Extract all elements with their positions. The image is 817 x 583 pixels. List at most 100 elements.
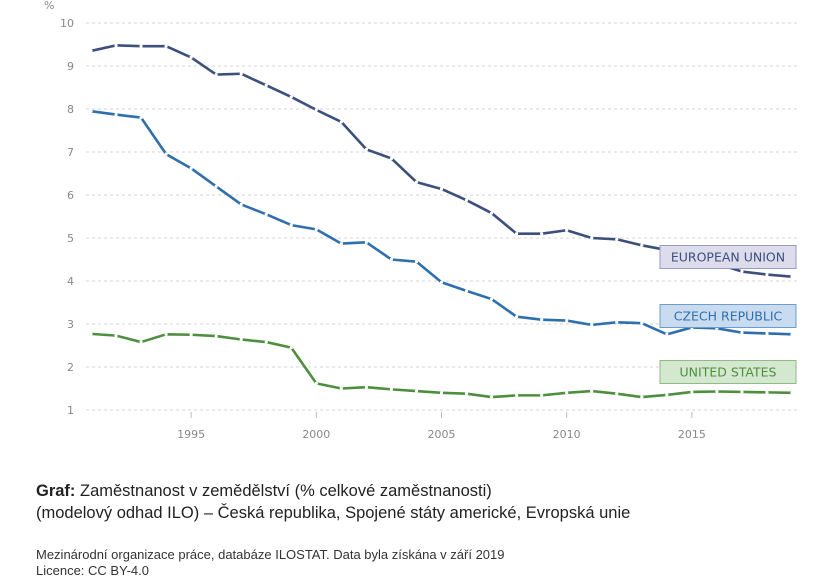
y-tick-label: 9 [67,60,74,73]
x-tick-label: 2010 [553,428,581,441]
data-point [640,395,644,399]
data-point [314,108,318,112]
data-point [114,334,118,338]
data-point [439,391,444,395]
data-point [289,223,293,227]
series-united-states [89,332,794,399]
data-point [590,323,594,327]
data-point [264,83,268,87]
x-tick-label: 2005 [428,428,456,441]
data-point [690,390,694,394]
data-point [114,112,118,117]
series-label-czech-republic: CZECH REPUBLIC [659,304,797,328]
license-line: Licence: CC BY-4.0 [36,563,149,578]
series-labels: EUROPEAN UNION CZECH REPUBLIC UNITED STATE… [659,245,797,384]
data-point [89,49,93,53]
y-tick-label: 4 [67,275,74,288]
data-point [489,395,494,399]
series-label-text: UNITED STATES [680,365,777,380]
data-point [289,95,293,99]
x-tick-label: 1995 [177,428,205,441]
data-point [515,393,519,397]
series-czech-republic [89,109,794,336]
data-point [540,318,544,322]
data-point [464,198,469,202]
data-point [189,166,193,170]
data-point [339,386,343,391]
data-point [615,320,619,324]
data-point [214,73,218,77]
data-point [565,391,569,395]
chart-caption: Graf: Zaměstnanost v zemědělství (% celk… [36,480,806,524]
data-point [339,120,343,124]
data-point [665,332,669,336]
data-point [389,156,394,161]
data-point [189,333,193,337]
data-point [414,260,419,264]
series-line-czech-republic [90,109,793,336]
line-chart: % 1 2 3 4 5 6 7 8 9 10 1995 2000 2005 2010 2015 EUROP… [44,0,800,441]
series-label-text: CZECH REPUBLIC [674,309,783,324]
data-point [515,232,519,236]
data-point [640,243,644,247]
data-point [414,180,419,184]
data-point [114,43,118,47]
data-point [740,331,744,335]
data-point [264,340,268,344]
data-point [765,331,769,336]
data-point [364,385,368,389]
series-line-european-union [90,44,793,278]
y-tick-label: 6 [67,189,74,202]
series-european-union [89,43,794,279]
data-point [790,332,794,336]
y-tick-label: 2 [67,361,74,374]
data-point [464,289,469,293]
caption-line-1: Graf: Zaměstnanost v zemědělství (% celk… [36,480,806,502]
data-point [515,315,519,319]
series-label-european-union: EUROPEAN UNION [659,245,797,269]
data-point [790,391,794,395]
gridlines [86,22,800,411]
data-point [740,390,744,394]
data-point [239,337,243,342]
data-point [239,72,243,76]
data-point [790,275,794,279]
data-point [665,393,669,397]
data-point [314,381,318,385]
data-point [765,390,769,394]
x-tick-label: 2015 [678,428,706,441]
data-point [489,211,494,215]
caption-bold-prefix: Graf: [36,482,76,500]
data-point [414,389,419,393]
data-point [540,393,544,397]
data-point [489,297,494,301]
data-point [740,269,744,274]
series-label-united-states: UNITED STATES [659,360,797,384]
x-tick-label: 2000 [302,428,330,441]
data-point [264,212,268,216]
data-point [565,228,569,232]
y-tick-label: 1 [67,404,74,417]
data-point [339,241,343,246]
data-point [364,147,368,152]
data-point [139,340,143,344]
data-point [615,392,619,396]
data-point [139,44,143,48]
source-line: Mezinárodní organizace práce, databáze I… [36,547,505,562]
data-point [89,109,93,113]
data-point [164,152,168,156]
data-point [239,202,243,207]
data-point [590,236,594,240]
series-label-box [659,245,797,269]
data-point [314,227,318,231]
data-point [540,232,544,236]
series-label-box [659,304,797,328]
data-point [565,318,569,323]
data-point [214,334,218,338]
data-point [439,280,444,284]
data-point [765,272,769,277]
data-point [89,332,93,336]
data-point [364,240,368,244]
y-axis-ticks: 1 2 3 4 5 6 7 8 9 10 [60,17,74,417]
data-point [590,389,594,393]
